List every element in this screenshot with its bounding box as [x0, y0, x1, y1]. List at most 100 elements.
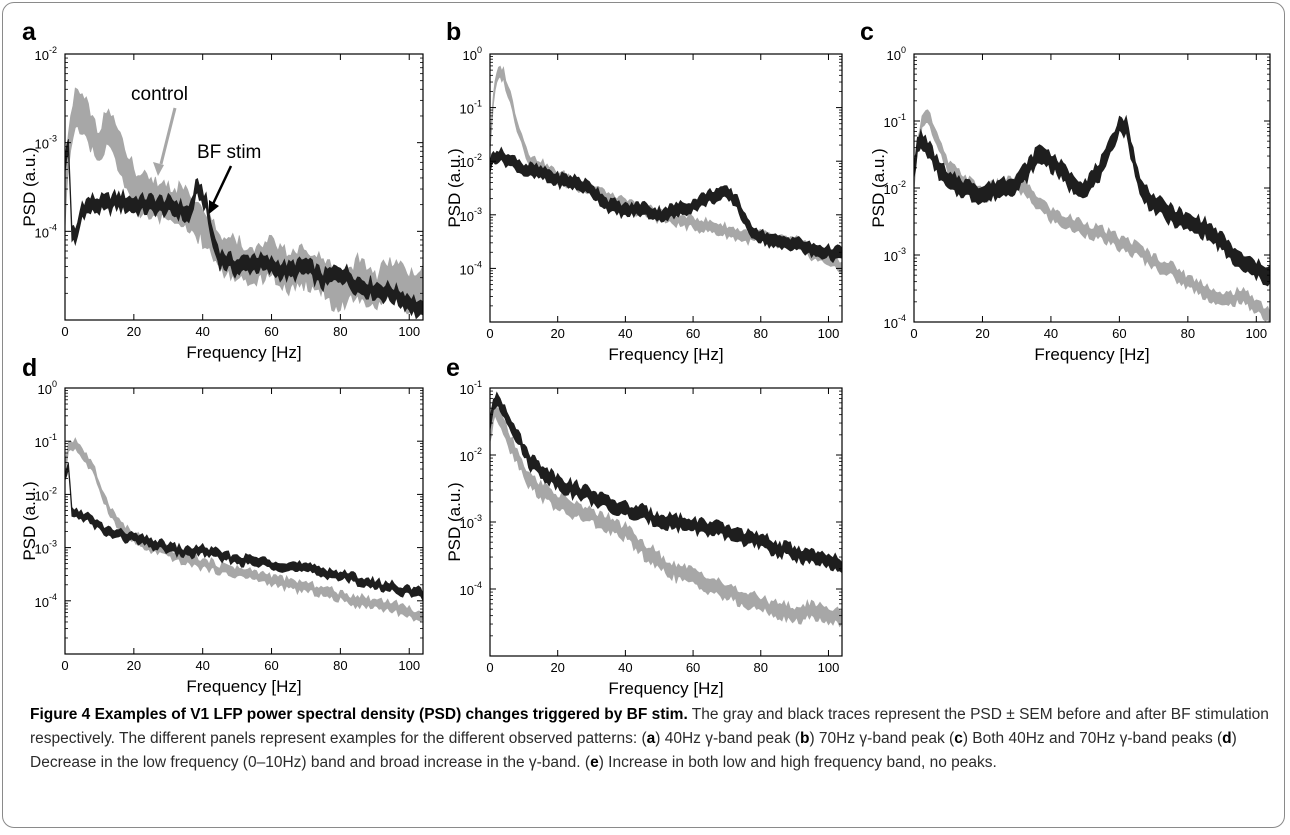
panel-b-chart: b0 20 40 60 80 10010-410-310-210-1100Frequenc… — [445, 18, 843, 364]
caption-panel-ref: a — [646, 730, 656, 747]
x-tick-label: 20 — [550, 660, 564, 675]
x-axis-label: Frequency [Hz] — [186, 677, 301, 696]
y-tick-exponent: -4 — [898, 313, 906, 323]
series-bf-stim-band — [490, 391, 842, 574]
y-tick-label: 100 — [463, 45, 482, 63]
caption-panel-ref: b — [799, 730, 810, 747]
y-tick-exponent: -1 — [898, 112, 906, 122]
x-tick-label: 60 — [264, 324, 278, 339]
x-tick-label: 40 — [1044, 326, 1058, 341]
x-tick-label: 80 — [333, 658, 347, 673]
y-tick-label: 100 — [887, 45, 906, 63]
y-tick-exponent: -3 — [49, 134, 57, 144]
x-tick-label: 0 — [486, 660, 493, 675]
y-tick-exponent: -1 — [474, 379, 482, 389]
x-tick-label: 100 — [398, 658, 420, 673]
y-tick-label: 10-1 — [460, 99, 482, 117]
bf-stim-arrow-line — [211, 165, 233, 205]
caption-text: ) 40Hz γ-band peak ( — [655, 730, 800, 747]
x-tick-label: 100 — [1245, 326, 1267, 341]
y-tick-label: 10-4 — [884, 313, 906, 331]
panel-letter: c — [860, 18, 874, 46]
panel-c-chart: c0 20 40 60 80 10010-410-310-210-1100Frequenc… — [860, 18, 1271, 364]
y-tick-exponent: -2 — [898, 179, 906, 189]
y-tick-base: 10 — [35, 435, 49, 450]
series-bf-stim-band — [490, 146, 842, 264]
annotation-control: control — [131, 84, 188, 105]
series-bf-stim-band — [914, 114, 1270, 287]
y-tick-exponent: -4 — [474, 259, 482, 269]
series-bf-stim-band — [65, 462, 423, 601]
y-tick-base: 10 — [460, 449, 474, 464]
y-tick-base: 10 — [460, 516, 474, 531]
y-tick-exponent: 0 — [52, 379, 57, 389]
x-tick-label: 60 — [264, 658, 278, 673]
x-tick-label: 60 — [1112, 326, 1126, 341]
x-tick-label: 40 — [195, 658, 209, 673]
y-tick-label: 10-4 — [460, 259, 482, 277]
y-tick-label: 100 — [38, 379, 57, 397]
y-tick-exponent: -2 — [474, 446, 482, 456]
y-tick-exponent: -4 — [49, 592, 57, 602]
y-tick-base: 10 — [460, 209, 474, 224]
y-tick-label: 10-3 — [460, 513, 482, 531]
y-tick-label: 10-2 — [460, 152, 482, 170]
y-tick-base: 10 — [884, 115, 898, 130]
panel-letter: e — [446, 354, 460, 382]
y-tick-label: 10-4 — [460, 580, 482, 598]
y-tick-base: 10 — [35, 137, 49, 152]
y-tick-base: 10 — [887, 48, 901, 63]
y-tick-label: 10-4 — [35, 222, 57, 240]
y-tick-base: 10 — [460, 155, 474, 170]
y-tick-label: 10-2 — [884, 179, 906, 197]
y-tick-exponent: -2 — [474, 152, 482, 162]
y-tick-label: 10-4 — [35, 592, 57, 610]
y-tick-exponent: -4 — [474, 580, 482, 590]
series-control-band — [490, 401, 842, 628]
y-tick-base: 10 — [35, 48, 49, 63]
bf-stim-arrow-head — [209, 200, 219, 214]
y-tick-label: 10-3 — [884, 246, 906, 264]
caption-panel-ref: c — [954, 730, 963, 747]
y-axis-label: PSD (a.u.) — [445, 148, 464, 227]
y-tick-base: 10 — [38, 382, 52, 397]
panel-letter: a — [22, 18, 37, 46]
plot-frame — [64, 53, 424, 321]
x-axis-label: Frequency [Hz] — [608, 345, 723, 364]
x-tick-label: 40 — [618, 660, 632, 675]
y-tick-label: 10-1 — [884, 112, 906, 130]
annotation-bf-stim: BF stim — [197, 142, 261, 163]
y-tick-base: 10 — [884, 249, 898, 264]
y-tick-label: 10-1 — [35, 432, 57, 450]
y-tick-exponent: -3 — [474, 206, 482, 216]
y-tick-exponent: -1 — [474, 99, 482, 109]
x-tick-label: 60 — [686, 326, 700, 341]
series-control-band — [914, 109, 1270, 322]
caption-panel-ref: d — [1222, 730, 1232, 747]
y-tick-base: 10 — [35, 542, 49, 557]
y-tick-label: 10-2 — [35, 45, 57, 63]
y-tick-base: 10 — [460, 102, 474, 117]
y-tick-base: 10 — [35, 225, 49, 240]
x-tick-label: 80 — [1181, 326, 1195, 341]
x-tick-label: 100 — [818, 326, 840, 341]
caption-text: ) Both 40Hz and 70Hz γ-band peaks ( — [962, 730, 1223, 747]
y-tick-label: 10-3 — [460, 206, 482, 224]
y-tick-base: 10 — [460, 583, 474, 598]
caption-text: ) Increase in both low and high frequenc… — [598, 754, 997, 771]
control-arrow-head — [153, 162, 164, 176]
x-tick-label: 100 — [398, 324, 420, 339]
y-tick-exponent: -4 — [49, 222, 57, 232]
x-tick-label: 0 — [486, 326, 493, 341]
y-tick-exponent: -3 — [474, 513, 482, 523]
x-tick-label: 80 — [754, 660, 768, 675]
y-tick-base: 10 — [884, 182, 898, 197]
caption-text: ) Decrease in the low frequency (0–10Hz)… — [30, 730, 1237, 771]
caption-panel-ref: e — [590, 754, 599, 771]
plot-frame — [64, 387, 424, 655]
y-tick-exponent: -1 — [49, 432, 57, 442]
y-tick-label: 10-2 — [35, 485, 57, 503]
caption-text: ) 70Hz γ-band peak ( — [809, 730, 955, 747]
